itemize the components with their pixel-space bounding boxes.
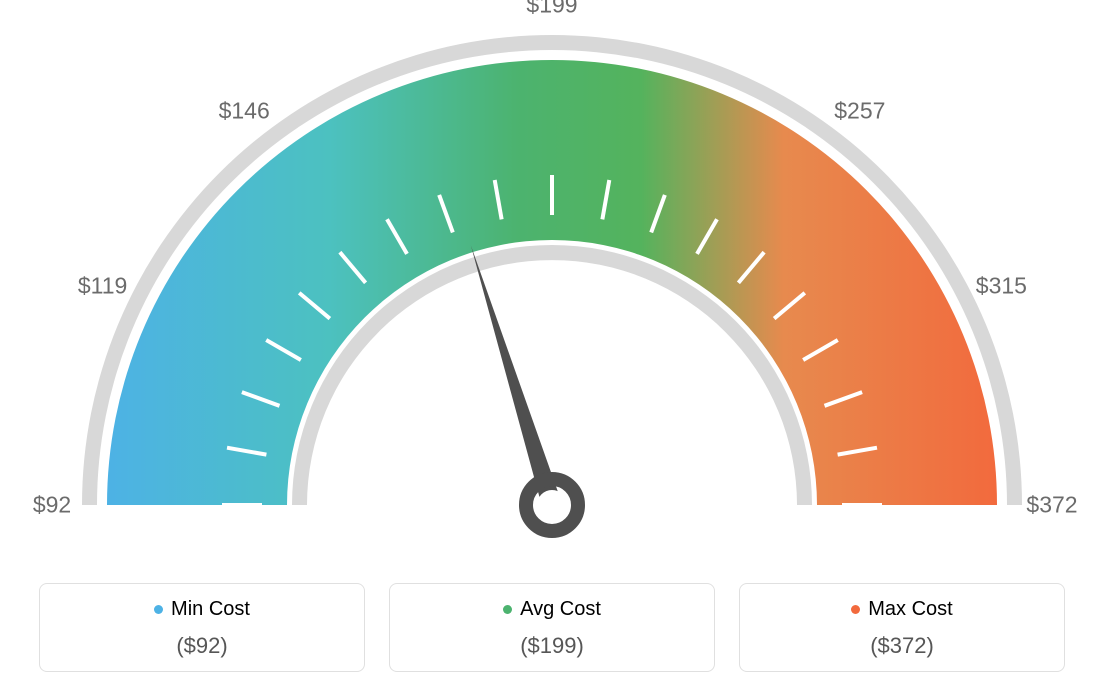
legend-value-avg: ($199) [398, 633, 706, 659]
legend-row: Min Cost ($92) Avg Cost ($199) Max Cost … [0, 583, 1104, 672]
cost-gauge: $92 $119 $146 $199 $257 $315 $372 [0, 0, 1104, 560]
legend-label-max: Max Cost [868, 598, 952, 621]
gauge-tick-label: $119 [78, 272, 127, 299]
legend-label-avg: Avg Cost [520, 598, 601, 621]
legend-dot-max [851, 605, 860, 614]
gauge-tick-label: $199 [526, 0, 577, 19]
legend-card-min: Min Cost ($92) [39, 583, 365, 672]
legend-value-min: ($92) [48, 633, 356, 659]
legend-dot-avg [503, 605, 512, 614]
legend-dot-min [154, 605, 163, 614]
gauge-tick-label: $372 [1026, 492, 1077, 519]
legend-card-max: Max Cost ($372) [739, 583, 1065, 672]
legend-title-max: Max Cost [851, 598, 952, 621]
legend-card-avg: Avg Cost ($199) [389, 583, 715, 672]
gauge-tick-label: $315 [976, 272, 1027, 299]
legend-label-min: Min Cost [171, 598, 250, 621]
legend-title-min: Min Cost [154, 598, 250, 621]
gauge-svg [0, 0, 1104, 560]
gauge-tick-label: $257 [834, 97, 885, 124]
legend-title-avg: Avg Cost [503, 598, 601, 621]
legend-value-max: ($372) [748, 633, 1056, 659]
gauge-tick-label: $146 [219, 97, 270, 124]
gauge-tick-label: $92 [33, 492, 71, 519]
